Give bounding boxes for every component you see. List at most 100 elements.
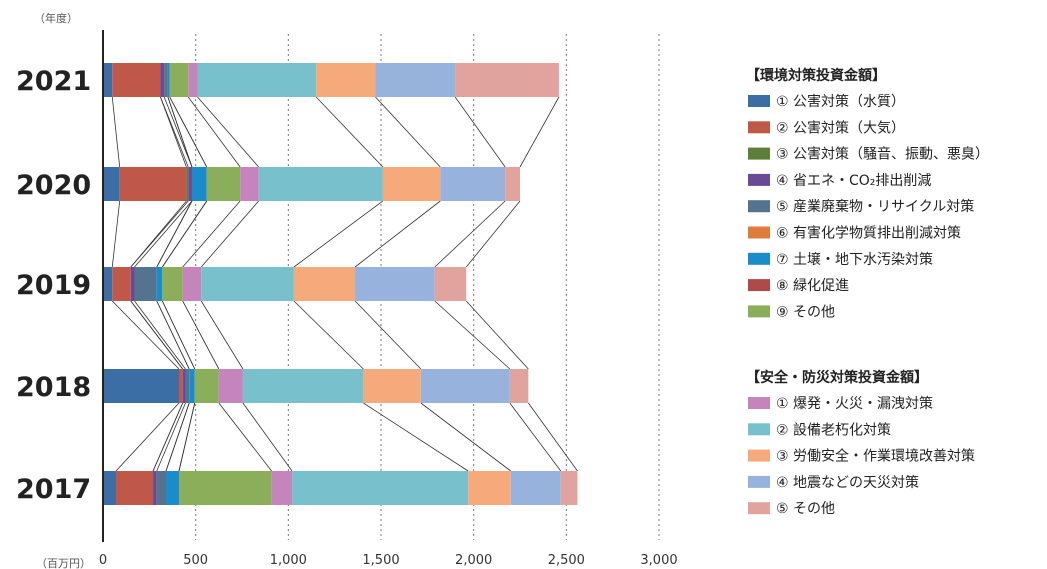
connector-line [111, 300, 180, 370]
legend-swatch [748, 226, 770, 239]
bar-segment-2020-2 [119, 167, 187, 201]
bar-segment-2017-9 [178, 471, 272, 505]
connector-line [420, 402, 511, 472]
bar-segment-2021-14 [455, 63, 559, 97]
bar-segment-2017-5 [156, 471, 167, 505]
x-tick-label: 1,000 [270, 553, 307, 568]
bar-segment-2017-7 [166, 471, 179, 505]
connector-line [528, 402, 578, 472]
connector-line [115, 402, 180, 472]
bar-segment-2020-10 [240, 167, 259, 201]
connector-line [167, 96, 193, 168]
bar-segment-2019-5 [134, 267, 157, 301]
connector-line [465, 200, 521, 268]
legend-swatch [748, 423, 770, 436]
bar-segment-2017-12 [468, 471, 511, 505]
bar-segment-2019-2 [112, 267, 131, 301]
x-tick-label: 2,500 [548, 553, 585, 568]
connector-line [182, 300, 220, 370]
bar-segment-2017-14 [560, 471, 578, 505]
legend-item: ① 爆発・火災・漏洩対策 [776, 395, 933, 412]
connector-line [182, 200, 241, 268]
legend-title: 【安全・防災対策投資金額】 [746, 369, 928, 386]
bar-segment-2020-3 [186, 167, 189, 201]
bar-segment-2017-11 [292, 471, 469, 505]
category-label-2019: 2019 [16, 270, 91, 301]
bar-segment-2017-13 [510, 471, 561, 505]
bar-segment-2017-1 [103, 471, 116, 505]
x-tick-label: 3,000 [640, 553, 677, 568]
bar-segment-2018-10 [218, 369, 243, 403]
connector-line [111, 96, 121, 168]
connector-line [187, 96, 241, 168]
bar-segment-2021-11 [197, 63, 317, 97]
bar-segment-2018-9 [194, 369, 219, 403]
connector-line [354, 300, 422, 370]
category-label-2018: 2018 [16, 372, 91, 403]
bar-segment-2020-12 [382, 167, 441, 201]
legend-swatch [748, 121, 770, 134]
legend-item: ⑧ 緑化促進 [776, 278, 849, 294]
x-tick-label: 1,500 [362, 553, 399, 568]
bar-segment-2020-14 [505, 167, 520, 201]
bar-segment-2019-12 [293, 267, 356, 301]
y-unit-label: （年度） [34, 11, 78, 25]
connector-line [293, 200, 384, 268]
connector-line [354, 200, 441, 268]
connector-line [130, 300, 184, 370]
bar-segment-2020-9 [206, 167, 241, 201]
connector-line [156, 200, 193, 268]
legend-swatch [748, 449, 770, 462]
category-label-2021: 2021 [16, 66, 91, 97]
connector-line [161, 200, 208, 268]
connector-line [111, 200, 121, 268]
legend-swatch [748, 147, 770, 160]
bar-segment-2019-14 [434, 267, 467, 301]
connector-line [165, 402, 190, 472]
bar-segment-2020-11 [258, 167, 383, 201]
bar-segment-2018-7 [189, 369, 195, 403]
legend-item: ⑦ 土壌・地下水汚染対策 [776, 251, 933, 268]
connector-line [315, 96, 384, 168]
bar-segment-2018-4 [182, 369, 186, 403]
category-label-2020: 2020 [16, 170, 91, 201]
connector-line [293, 300, 364, 370]
bar-segment-2021-13 [375, 63, 456, 97]
connector-line [130, 200, 189, 268]
legend-item: ④ 地震などの天災対策 [776, 474, 919, 491]
bar-segment-2018-1 [103, 369, 179, 403]
bar-segment-2017-10 [271, 471, 293, 505]
bar-segment-2019-13 [355, 267, 435, 301]
connector-line [363, 402, 469, 472]
bar-segment-2018-2 [178, 369, 183, 403]
connector-line [375, 96, 441, 168]
connector-line [156, 300, 190, 370]
connector-line [509, 402, 562, 472]
connector-line [161, 300, 196, 370]
x-unit-label: （百万円） [36, 557, 91, 569]
legend-item: ① 公害対策（水質） [776, 93, 905, 110]
bar-segment-2021-1 [103, 63, 113, 97]
bar-segment-2017-2 [115, 471, 154, 505]
legend-swatch [748, 252, 770, 265]
connector-line [242, 402, 293, 472]
connector-lines [111, 96, 578, 472]
legend-item: ③ 労働安全・作業環境改善対策 [776, 448, 975, 465]
connector-line [163, 96, 193, 168]
legend-swatch [748, 305, 770, 318]
bar-segment-2021-10 [188, 63, 198, 97]
bar-segment-2019-10 [182, 267, 202, 301]
legend-item: ⑨ その他 [776, 304, 835, 320]
bar-segment-2021-5 [164, 63, 168, 97]
legend-item: ④ 省エネ・CO₂排出削減 [776, 172, 931, 189]
bar-segment-2021-2 [112, 63, 161, 97]
bar-segment-2018-11 [242, 369, 364, 403]
connector-line [152, 402, 184, 472]
bar-segment-2021-12 [316, 63, 376, 97]
bar-segment-2018-13 [420, 369, 510, 403]
bar-segment-2018-5 [185, 369, 190, 403]
legend-swatch [748, 173, 770, 186]
legend-item: ⑤ 産業廃棄物・リサイクル対策 [776, 198, 974, 215]
bar-segment-2020-13 [440, 167, 506, 201]
